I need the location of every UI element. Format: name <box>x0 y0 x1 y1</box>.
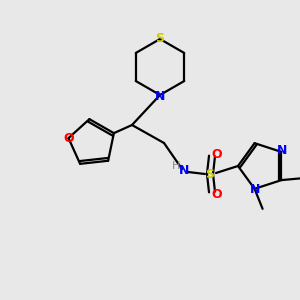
Text: N: N <box>249 183 260 196</box>
Text: O: O <box>212 188 222 200</box>
Text: N: N <box>155 89 165 103</box>
Text: S: S <box>206 167 214 181</box>
Text: N: N <box>277 144 288 158</box>
Text: H: H <box>172 161 180 171</box>
Text: O: O <box>212 148 222 160</box>
Text: N: N <box>179 164 189 176</box>
Text: S: S <box>155 32 164 44</box>
Text: O: O <box>63 132 74 145</box>
